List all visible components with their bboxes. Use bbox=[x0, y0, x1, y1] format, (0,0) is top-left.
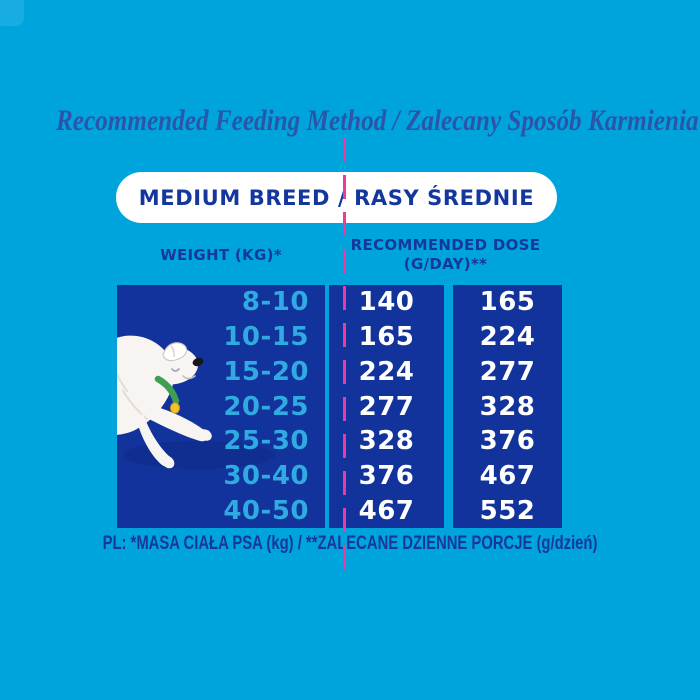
dose-min-cell: 328 bbox=[358, 426, 415, 457]
weight-cell: 8-10 bbox=[241, 287, 309, 318]
dog-eye bbox=[171, 368, 180, 372]
dog-front-paw bbox=[198, 429, 212, 441]
weight-column-panel: 8-10 10-15 15-20 20-25 25-30 30-40 40-50 bbox=[117, 285, 325, 528]
weight-cell: 30-40 bbox=[223, 460, 309, 491]
dog-smile bbox=[182, 375, 196, 380]
weight-cell: 25-30 bbox=[223, 426, 309, 457]
breed-banner-label: MEDIUM BREED / RASY ŚREDNIE bbox=[138, 185, 535, 210]
dose-max-cell: 165 bbox=[479, 287, 536, 318]
weight-cell: 10-15 bbox=[223, 322, 309, 353]
corner-artifact bbox=[0, 0, 24, 26]
footnote: PL: *MASA CIAŁA PSA (kg) / **ZALECANE DZ… bbox=[102, 533, 598, 554]
dose-min-cell: 140 bbox=[358, 287, 415, 318]
dose-max-cell: 224 bbox=[479, 322, 536, 353]
weight-cell: 15-20 bbox=[223, 356, 309, 387]
dose-min-cell: 376 bbox=[358, 460, 415, 491]
dog-lower-paw bbox=[161, 455, 175, 469]
weight-column-header: WEIGHT (KG)* bbox=[160, 246, 282, 264]
dose-max-cell: 328 bbox=[479, 391, 536, 422]
dog-collar bbox=[154, 375, 180, 405]
dose-max-cell: 376 bbox=[479, 426, 536, 457]
dog-ear bbox=[162, 342, 188, 362]
dog-collar-tag bbox=[170, 402, 180, 414]
weight-cell: 20-25 bbox=[223, 391, 309, 422]
dose-max-column-panel: 165 224 277 328 376 467 552 bbox=[453, 285, 562, 528]
breed-banner: MEDIUM BREED / RASY ŚREDNIE bbox=[116, 172, 557, 223]
dose-min-cell: 224 bbox=[358, 356, 415, 387]
dog-front-leg bbox=[149, 405, 208, 442]
dog-lower-leg bbox=[137, 413, 172, 467]
dog-body-shading bbox=[117, 372, 148, 420]
dose-min-cell: 467 bbox=[358, 495, 415, 526]
page-title: Recommended Feeding Method / Zalecany Sp… bbox=[56, 104, 699, 137]
dose-column-header: RECOMMENDED DOSE (G/DAY)** bbox=[329, 236, 562, 274]
dose-max-cell: 552 bbox=[479, 495, 536, 526]
dashed-pink-divider bbox=[343, 138, 346, 581]
weight-cell: 40-50 bbox=[223, 495, 309, 526]
dose-min-cell: 165 bbox=[358, 322, 415, 353]
dose-column-header-line2: (G/DAY)** bbox=[403, 255, 488, 273]
dog-ear-fold bbox=[170, 345, 175, 358]
dog-nose bbox=[192, 357, 204, 367]
dose-max-cell: 277 bbox=[479, 356, 536, 387]
dose-min-cell: 277 bbox=[358, 391, 415, 422]
dose-max-cell: 467 bbox=[479, 460, 536, 491]
dog-illustration bbox=[117, 335, 275, 469]
dose-min-column-panel: 140 165 224 277 328 376 467 bbox=[329, 285, 444, 528]
dose-column-header-line1: RECOMMENDED DOSE bbox=[350, 236, 541, 254]
